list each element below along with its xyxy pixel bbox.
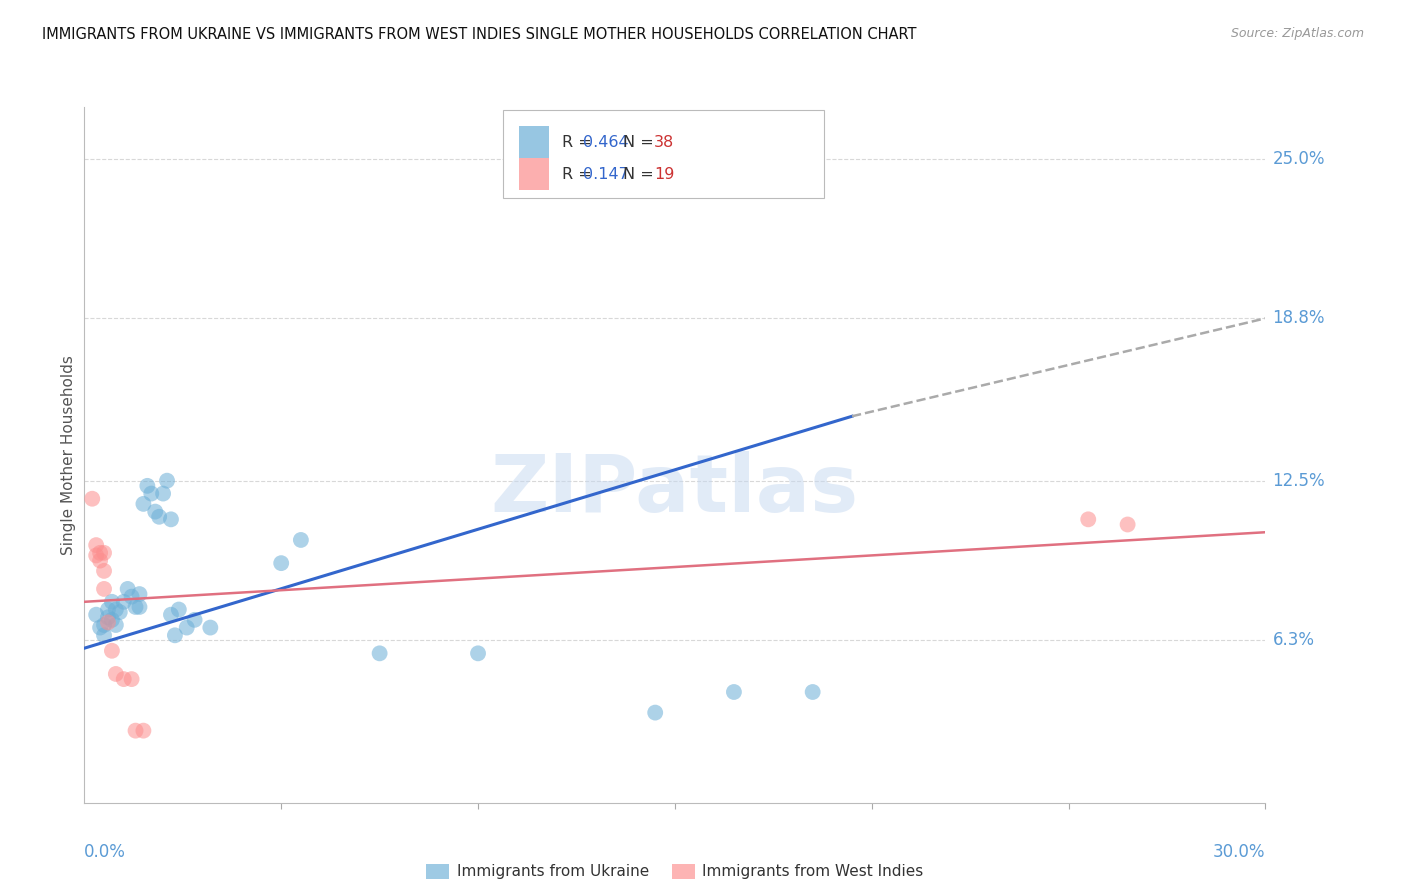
Point — [163, 628, 186, 642]
Point — [117, 582, 139, 596]
Y-axis label: Single Mother Households: Single Mother Households — [60, 355, 76, 555]
Point — [121, 590, 143, 604]
Point — [84, 538, 107, 552]
Point — [1077, 512, 1099, 526]
Text: 0.464: 0.464 — [583, 135, 628, 150]
Point — [200, 621, 222, 635]
Text: 0.147: 0.147 — [583, 167, 628, 181]
Text: 25.0%: 25.0% — [1272, 150, 1324, 168]
Point — [89, 621, 111, 635]
Point — [160, 512, 183, 526]
Point — [93, 618, 115, 632]
Point — [723, 685, 745, 699]
Point — [152, 486, 174, 500]
Point — [132, 497, 155, 511]
Text: ZIPatlas: ZIPatlas — [491, 450, 859, 529]
Point — [93, 564, 115, 578]
Point — [128, 587, 150, 601]
Point — [104, 667, 127, 681]
Point — [467, 646, 489, 660]
Point — [112, 595, 135, 609]
Text: 18.8%: 18.8% — [1272, 310, 1324, 327]
Text: N =: N = — [623, 167, 659, 181]
Text: N =: N = — [623, 135, 659, 150]
Point — [156, 474, 179, 488]
Point — [101, 613, 124, 627]
Point — [101, 595, 124, 609]
Point — [183, 613, 205, 627]
Point — [89, 546, 111, 560]
Point — [141, 486, 163, 500]
Text: 19: 19 — [654, 167, 675, 181]
Point — [368, 646, 391, 660]
Point — [108, 605, 131, 619]
Point — [148, 509, 170, 524]
Text: 6.3%: 6.3% — [1272, 632, 1315, 649]
Text: R =: R = — [562, 135, 596, 150]
Point — [801, 685, 824, 699]
Point — [101, 644, 124, 658]
Point — [124, 599, 146, 614]
Point — [84, 549, 107, 563]
Point — [112, 672, 135, 686]
Point — [97, 610, 120, 624]
Point — [143, 505, 166, 519]
Text: Source: ZipAtlas.com: Source: ZipAtlas.com — [1230, 27, 1364, 40]
Point — [132, 723, 155, 738]
Point — [97, 615, 120, 630]
Text: 0.0%: 0.0% — [84, 843, 127, 861]
Point — [124, 723, 146, 738]
Point — [136, 479, 159, 493]
Point — [128, 599, 150, 614]
Text: IMMIGRANTS FROM UKRAINE VS IMMIGRANTS FROM WEST INDIES SINGLE MOTHER HOUSEHOLDS : IMMIGRANTS FROM UKRAINE VS IMMIGRANTS FR… — [42, 27, 917, 42]
Point — [97, 602, 120, 616]
Point — [82, 491, 104, 506]
Point — [93, 628, 115, 642]
Text: R =: R = — [562, 167, 596, 181]
Point — [121, 672, 143, 686]
Point — [270, 556, 292, 570]
Point — [84, 607, 107, 622]
Point — [1116, 517, 1139, 532]
Text: 38: 38 — [654, 135, 673, 150]
Text: 12.5%: 12.5% — [1272, 472, 1324, 490]
Point — [167, 602, 190, 616]
Point — [104, 602, 127, 616]
Point — [290, 533, 312, 547]
Point — [89, 553, 111, 567]
Point — [93, 582, 115, 596]
Point — [176, 621, 198, 635]
Legend: Immigrants from Ukraine, Immigrants from West Indies: Immigrants from Ukraine, Immigrants from… — [420, 857, 929, 886]
Point — [644, 706, 666, 720]
Point — [160, 607, 183, 622]
Point — [93, 546, 115, 560]
Point — [104, 618, 127, 632]
Text: 30.0%: 30.0% — [1213, 843, 1265, 861]
